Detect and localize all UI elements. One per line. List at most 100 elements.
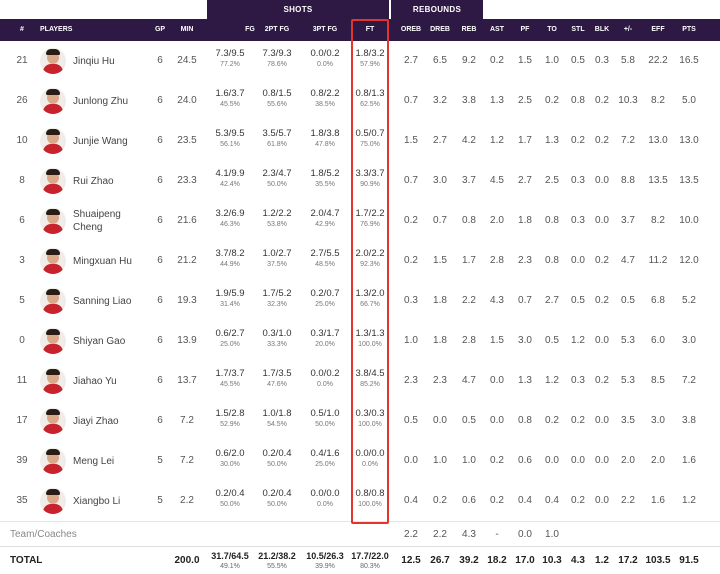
player-name[interactable]: Junlong Zhu bbox=[73, 95, 129, 107]
stat-fg3-made: 0.0/0.0 bbox=[310, 488, 340, 499]
player-name[interactable]: Jiayi Zhao bbox=[73, 415, 119, 427]
col-header-stl[interactable]: STL bbox=[571, 26, 585, 33]
stat-eff: 22.2 bbox=[648, 55, 668, 66]
stat-fg-made: 1.6/3.7 bbox=[215, 88, 245, 99]
stat-gp: 6 bbox=[157, 135, 163, 146]
player-name[interactable]: Shiyan Gao bbox=[73, 335, 126, 347]
player-name[interactable]: Rui Zhao bbox=[73, 175, 114, 187]
stat-fg-pct: 45.5% bbox=[220, 101, 240, 108]
player-name[interactable]: Mingxuan Hu bbox=[73, 255, 132, 267]
stat-ft: 2.0/2.2 92.3% bbox=[346, 247, 394, 270]
player-avatar[interactable] bbox=[40, 208, 66, 234]
col-header-reb[interactable]: REB bbox=[461, 26, 477, 33]
stat-dreb: 2.7 bbox=[433, 135, 447, 146]
col-header-pf[interactable]: PF bbox=[520, 26, 530, 33]
stat-min: 21.6 bbox=[177, 215, 197, 226]
stat-fg3: 1.8/3.8 47.8% bbox=[301, 127, 349, 150]
stat-fg3-made: 2.7/5.5 bbox=[310, 248, 340, 259]
stat-fg3-made: 0.4/1.6 bbox=[310, 448, 340, 459]
table-row[interactable]: 39 Meng Lei 5 7.2 0.0 1.0 1.0 0.2 0.6 0.0 0.0 0.0 2.… bbox=[0, 441, 720, 482]
col-header-fg[interactable]: FG bbox=[245, 26, 255, 33]
stat-fg3-pct: 25.0% bbox=[315, 461, 335, 468]
table-row[interactable]: 10 Junjie Wang 6 23.5 1.5 2.7 4.2 1.2 1.7 1.3 0.2 0… bbox=[0, 121, 720, 162]
stat-fg2: 1.7/5.2 32.3% bbox=[253, 287, 301, 310]
col-header-ft[interactable]: FT bbox=[365, 26, 375, 33]
table-row[interactable]: 0 Shiyan Gao 6 13.9 1.0 1.8 2.8 1.5 3.0 0.5 1.2 0.0… bbox=[0, 321, 720, 362]
stat-ast: 0.0 bbox=[490, 375, 504, 386]
col-header-3pt-fg[interactable]: 3PT FG bbox=[312, 26, 338, 33]
player-name[interactable]: Jinqiu Hu bbox=[73, 55, 115, 67]
player-avatar[interactable] bbox=[40, 488, 66, 514]
col-header-min[interactable]: MIN bbox=[180, 26, 194, 33]
player-avatar[interactable] bbox=[40, 448, 66, 474]
col-header-2pt-fg[interactable]: 2PT FG bbox=[264, 26, 290, 33]
player-avatar[interactable] bbox=[40, 88, 66, 114]
player-avatar[interactable] bbox=[40, 368, 66, 394]
player-name[interactable]: Shuaipeng Cheng bbox=[73, 209, 121, 233]
stat-ft-made: 0.0/0.0 bbox=[355, 448, 385, 459]
table-row[interactable]: 35 Xiangbo Li 5 2.2 0.4 0.2 0.6 0.2 0.4 0.4 0.2 0.0… bbox=[0, 481, 720, 522]
player-avatar[interactable] bbox=[40, 288, 66, 314]
stat-ft: 1.3/1.3 100.0% bbox=[346, 327, 394, 350]
stat-eff: 8.5 bbox=[651, 375, 665, 386]
player-name[interactable]: Sanning Liao bbox=[73, 295, 132, 307]
col-header-to[interactable]: TO bbox=[547, 26, 557, 33]
col-header-plus-minus[interactable]: +/- bbox=[623, 26, 633, 33]
col-header-gp[interactable]: GP bbox=[154, 26, 166, 33]
stat-fg: 3.2/6.9 46.3% bbox=[206, 207, 254, 230]
stat-fg3-made: 1.8/3.8 bbox=[310, 128, 340, 139]
totals-fg3: 10.5/26.3 39.9% bbox=[301, 551, 349, 572]
stat-to: 1.0 bbox=[545, 55, 559, 66]
stat-fg-made: 3.2/6.9 bbox=[215, 208, 245, 219]
player-name[interactable]: Junjie Wang bbox=[73, 135, 128, 147]
group-header-shots: SHOTS bbox=[207, 0, 389, 19]
col-header-oreb[interactable]: OREB bbox=[400, 26, 422, 33]
col-header-pts[interactable]: PTS bbox=[682, 26, 696, 33]
col-header-blk[interactable]: BLK bbox=[594, 26, 610, 33]
team-coaches-label: Team/Coaches bbox=[10, 529, 77, 540]
col-header-num[interactable]: # bbox=[20, 26, 24, 33]
stat-fg: 7.3/9.5 77.2% bbox=[206, 47, 254, 70]
totals-plus-minus: 17.2 bbox=[618, 555, 638, 566]
table-row[interactable]: 6 Shuaipeng Cheng 6 21.6 0.2 0.7 0.8 2.0 1.8 0.8 0… bbox=[0, 201, 720, 242]
stat-ft-made: 1.7/2.2 bbox=[355, 208, 385, 219]
stat-ft-pct: 57.9% bbox=[360, 61, 380, 68]
totals-reb: 39.2 bbox=[459, 555, 479, 566]
stat-reb: 3.8 bbox=[462, 95, 476, 106]
player-avatar[interactable] bbox=[40, 328, 66, 354]
stat-fg3: 0.0/0.2 0.0% bbox=[301, 367, 349, 390]
stat-fg2-pct: 61.8% bbox=[267, 141, 287, 148]
col-header-ast[interactable]: AST bbox=[490, 26, 504, 33]
table-row[interactable]: 26 Junlong Zhu 6 24.0 0.7 3.2 3.8 1.3 2.5 0.2 0.8 0… bbox=[0, 81, 720, 122]
stat-dreb: 3.0 bbox=[433, 175, 447, 186]
table-row[interactable]: 3 Mingxuan Hu 6 21.2 0.2 1.5 1.7 2.8 2.3 0.8 0.0 0.… bbox=[0, 241, 720, 282]
player-avatar[interactable] bbox=[40, 128, 66, 154]
player-avatar[interactable] bbox=[40, 168, 66, 194]
stat-ast: 0.2 bbox=[490, 455, 504, 466]
stat-gp: 6 bbox=[157, 215, 163, 226]
col-header-eff[interactable]: EFF bbox=[651, 26, 665, 33]
stat-to: 0.0 bbox=[545, 455, 559, 466]
stat-fg3-made: 0.0/0.2 bbox=[310, 368, 340, 379]
stat-ast: 1.5 bbox=[490, 335, 504, 346]
player-avatar[interactable] bbox=[40, 408, 66, 434]
player-name[interactable]: Jiahao Yu bbox=[73, 375, 117, 387]
player-avatar[interactable] bbox=[40, 248, 66, 274]
stat-ft-pct: 92.3% bbox=[360, 261, 380, 268]
stat-gp: 5 bbox=[157, 495, 163, 506]
group-header-rebounds: REBOUNDS bbox=[391, 0, 483, 19]
player-avatar[interactable] bbox=[40, 48, 66, 74]
player-name[interactable]: Xiangbo Li bbox=[73, 495, 121, 507]
stat-fg2-pct: 55.6% bbox=[267, 101, 287, 108]
col-header-players[interactable]: PLAYERS bbox=[40, 26, 73, 33]
stat-pf: 2.3 bbox=[518, 255, 532, 266]
stat-min: 23.5 bbox=[177, 135, 197, 146]
stat-ft-made: 0.3/0.3 bbox=[355, 408, 385, 419]
stat-blk: 0.2 bbox=[595, 255, 609, 266]
col-header-dreb[interactable]: DREB bbox=[430, 26, 450, 33]
totals-row: TOTAL 200.0 31.7/64.5 49.1% 21.2/38.2 55.5… bbox=[0, 546, 720, 574]
stat-eff: 13.5 bbox=[648, 175, 668, 186]
stat-ft-pct: 85.2% bbox=[360, 381, 380, 388]
stat-eff: 8.2 bbox=[651, 215, 665, 226]
player-name[interactable]: Meng Lei bbox=[73, 455, 115, 467]
